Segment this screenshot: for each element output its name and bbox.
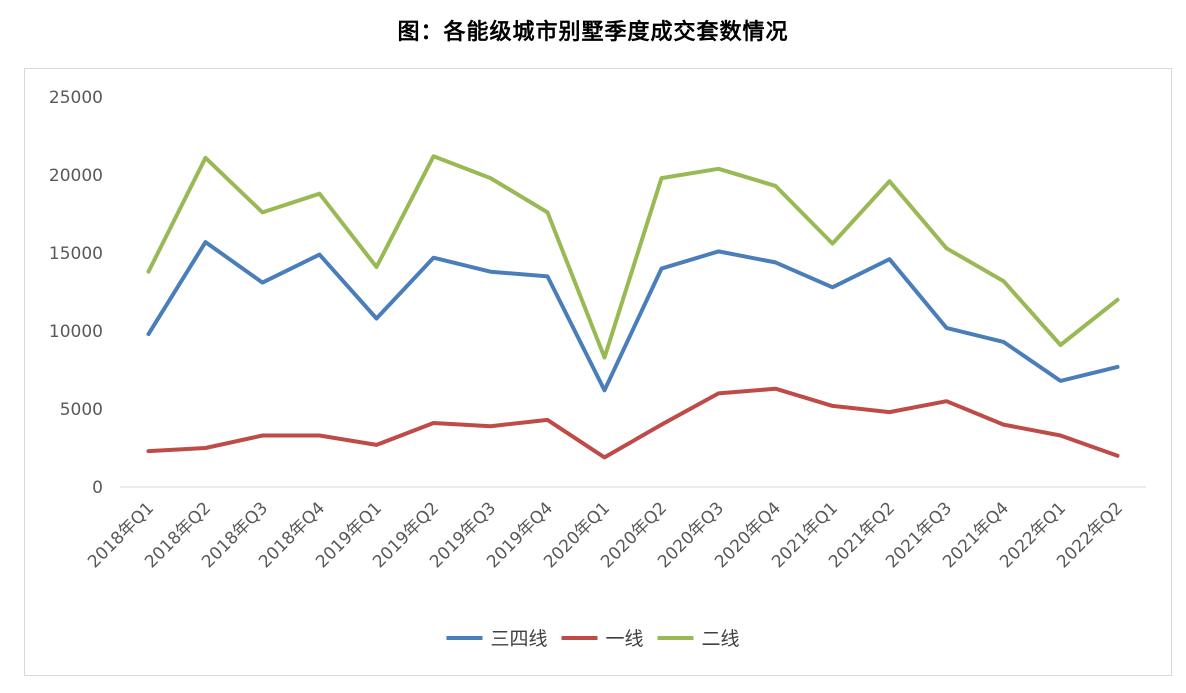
legend-label: 三四线	[491, 628, 548, 650]
series-line	[146, 386, 1120, 460]
y-tick-label: 10000	[49, 322, 103, 342]
page-title: 图：各能级城市别墅季度成交套数情况	[397, 20, 789, 45]
series-line	[146, 154, 1120, 360]
y-tick-label: 15000	[49, 244, 103, 264]
legend-label: 一线	[606, 628, 644, 650]
y-tick-label: 0	[92, 478, 103, 498]
y-tick-label: 5000	[60, 400, 103, 420]
legend-label: 二线	[702, 628, 740, 650]
x-axis-ticks: 2018年Q12018年Q22018年Q32018年Q42019年Q12019年…	[84, 498, 1127, 572]
series-line	[146, 240, 1120, 393]
legend: 三四线 一线 二线	[446, 628, 740, 650]
y-tick-label: 25000	[49, 88, 103, 108]
y-axis-ticks: 0 5000 10000 15000 20000 25000	[49, 88, 103, 498]
y-tick-label: 20000	[49, 166, 103, 186]
series-lines	[146, 154, 1120, 460]
